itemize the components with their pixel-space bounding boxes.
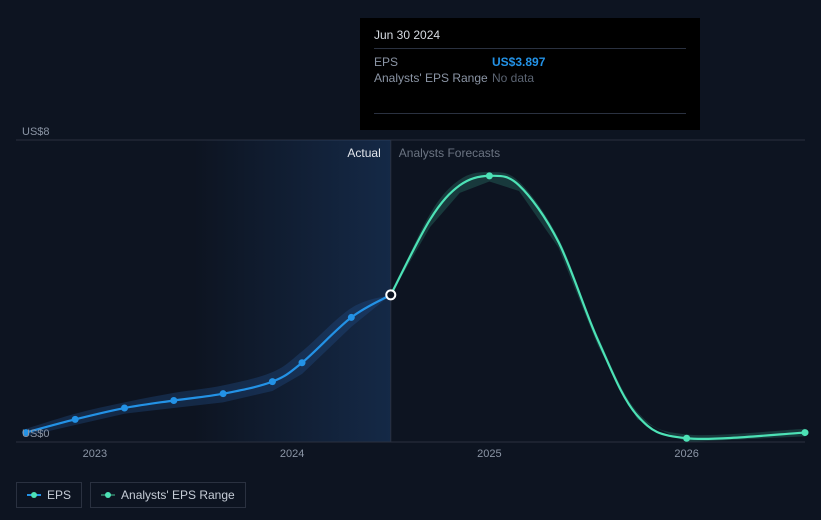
- tooltip-value: No data: [492, 71, 534, 85]
- y-axis-label-bottom: US$0: [22, 428, 50, 440]
- x-axis-tick: 2025: [477, 448, 501, 460]
- tooltip-row: Analysts' EPS RangeNo data: [374, 71, 686, 85]
- tooltip-divider: [374, 48, 686, 49]
- tooltip-label: Analysts' EPS Range: [374, 71, 492, 85]
- section-label-actual: Actual: [331, 146, 381, 160]
- legend-swatch-icon: [27, 491, 41, 499]
- chart-legend: EPS Analysts' EPS Range: [16, 482, 246, 508]
- tooltip-date: Jun 30 2024: [374, 28, 686, 42]
- legend-item[interactable]: EPS: [16, 482, 82, 508]
- y-axis-label-top: US$8: [22, 126, 50, 138]
- tooltip-row: EPSUS$3.897: [374, 55, 686, 69]
- section-label-forecast: Analysts Forecasts: [399, 146, 500, 160]
- legend-label: Analysts' EPS Range: [121, 488, 235, 502]
- eps-chart: US$8 US$0 2023 2024 2025 2026 Actual Analys…: [0, 0, 821, 520]
- legend-swatch-icon: [101, 491, 115, 499]
- x-axis-tick: 2024: [280, 448, 304, 460]
- chart-tooltip: Jun 30 2024 EPSUS$3.897Analysts' EPS Ran…: [360, 18, 700, 130]
- tooltip-label: EPS: [374, 55, 492, 69]
- x-axis-tick: 2026: [674, 448, 698, 460]
- tooltip-value: US$3.897: [492, 55, 545, 69]
- tooltip-divider-bottom: [374, 113, 686, 114]
- x-axis-tick: 2023: [83, 448, 107, 460]
- legend-label: EPS: [47, 488, 71, 502]
- legend-item[interactable]: Analysts' EPS Range: [90, 482, 246, 508]
